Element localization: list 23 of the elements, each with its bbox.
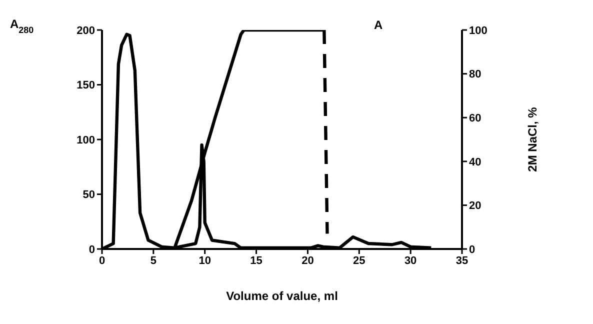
x-tick-label: 10 <box>198 254 211 267</box>
x-tick-label: 15 <box>250 254 262 267</box>
y2-tick-label: 100 <box>469 24 488 37</box>
y2-tick-label: 60 <box>469 112 482 125</box>
y2-tick-label: 20 <box>469 200 482 212</box>
y-tick-label: 100 <box>76 134 95 146</box>
y2-tick-label: 0 <box>469 244 476 256</box>
y-tick-label: 50 <box>82 189 95 202</box>
y-tick-label: 200 <box>76 24 95 37</box>
y-tick-label: 0 <box>88 244 95 256</box>
x-tick-label: 20 <box>302 254 314 267</box>
x-tick-label: 35 <box>456 254 468 267</box>
annotation: A <box>374 18 383 32</box>
x-tick-label: 0 <box>98 254 106 267</box>
y-axis-title: A$_{280}$ <box>10 17 34 35</box>
y2-tick-label: 40 <box>469 156 482 168</box>
x-tick-label: 30 <box>404 254 417 267</box>
y-tick-label: 150 <box>76 80 95 92</box>
y2-axis-title: 2M NaCl, % <box>525 106 540 172</box>
y2-tick-label: 80 <box>469 68 482 81</box>
x-tick-label: 25 <box>353 254 366 267</box>
x-tick-label: 5 <box>150 254 156 267</box>
x-axis-title: Volume of value, ml <box>226 289 338 303</box>
